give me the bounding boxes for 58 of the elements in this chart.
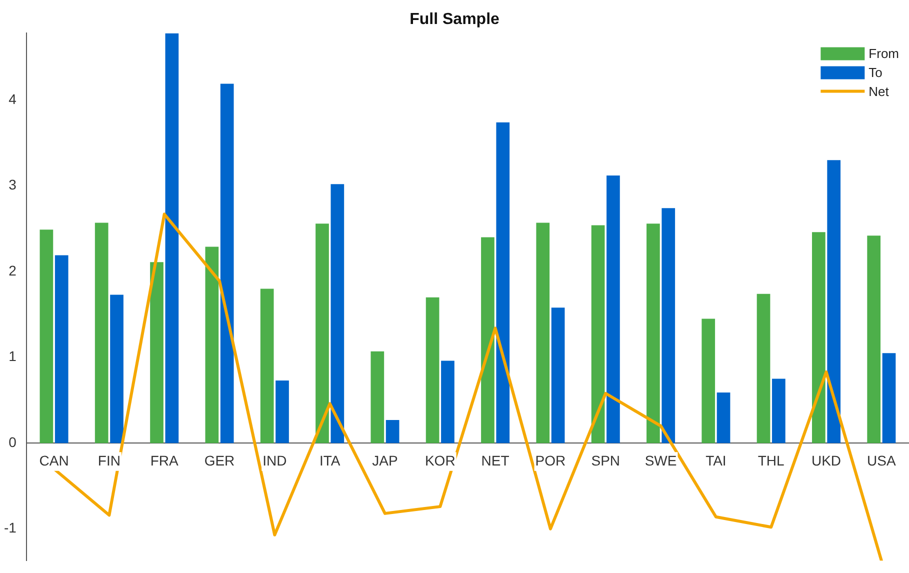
bar bbox=[481, 237, 494, 444]
bar bbox=[441, 360, 454, 444]
bar bbox=[882, 353, 896, 444]
y-tick-label: 4 bbox=[8, 90, 17, 107]
bar bbox=[370, 351, 384, 444]
bar bbox=[40, 230, 54, 444]
x-tick-label: GER bbox=[204, 452, 235, 468]
y-tick-label: 0 bbox=[8, 434, 17, 450]
y-tick-label: 1 bbox=[8, 348, 17, 364]
bar bbox=[662, 208, 676, 444]
legend-label: To bbox=[868, 64, 882, 80]
bar bbox=[551, 308, 565, 444]
bar bbox=[260, 288, 274, 444]
x-tick-label: FRA bbox=[150, 452, 180, 468]
bar bbox=[330, 184, 344, 444]
bar bbox=[827, 160, 841, 444]
bar bbox=[150, 262, 164, 444]
legend-label: Net bbox=[868, 84, 890, 99]
x-tick-label: JAP bbox=[372, 452, 398, 468]
y-tick-label: -1 bbox=[4, 520, 17, 536]
x-tick-label: IND bbox=[262, 452, 287, 468]
legend-label: From bbox=[868, 46, 900, 61]
bar bbox=[54, 255, 68, 444]
bar bbox=[386, 420, 400, 444]
bar bbox=[716, 392, 730, 444]
bar bbox=[702, 318, 716, 444]
bar bbox=[496, 122, 510, 444]
x-tick-label: NET bbox=[481, 452, 510, 468]
x-tick-label: SWE bbox=[644, 452, 677, 468]
x-tick-label: CAN bbox=[39, 452, 69, 468]
x-tick-label: UKD bbox=[811, 452, 842, 468]
bar bbox=[205, 246, 219, 444]
bar bbox=[812, 232, 826, 444]
x-tick-label: SPN bbox=[591, 452, 620, 468]
x-tick-label: KOR bbox=[424, 452, 456, 468]
y-tick-label: 3 bbox=[8, 176, 17, 193]
bar bbox=[110, 294, 124, 444]
bar bbox=[606, 176, 620, 444]
bar bbox=[756, 294, 770, 444]
bar bbox=[276, 380, 289, 444]
bar bbox=[165, 33, 179, 444]
bar bbox=[220, 84, 234, 444]
bar bbox=[646, 224, 660, 444]
y-tick-label: 2 bbox=[8, 262, 17, 278]
bar bbox=[94, 222, 108, 444]
x-tick-label: TAI bbox=[706, 452, 726, 468]
x-tick-label: ITA bbox=[319, 452, 341, 468]
bar bbox=[591, 225, 605, 444]
x-tick-label: POR bbox=[535, 452, 566, 468]
x-tick-label: THL bbox=[758, 452, 785, 468]
bar bbox=[867, 236, 881, 444]
bar bbox=[426, 297, 440, 444]
chart-title: Full Sample bbox=[410, 11, 500, 28]
x-tick-label: FIN bbox=[98, 452, 120, 468]
x-tick-label: USA bbox=[867, 452, 896, 468]
bar bbox=[536, 222, 550, 444]
bar bbox=[316, 224, 329, 444]
bar bbox=[772, 378, 786, 444]
